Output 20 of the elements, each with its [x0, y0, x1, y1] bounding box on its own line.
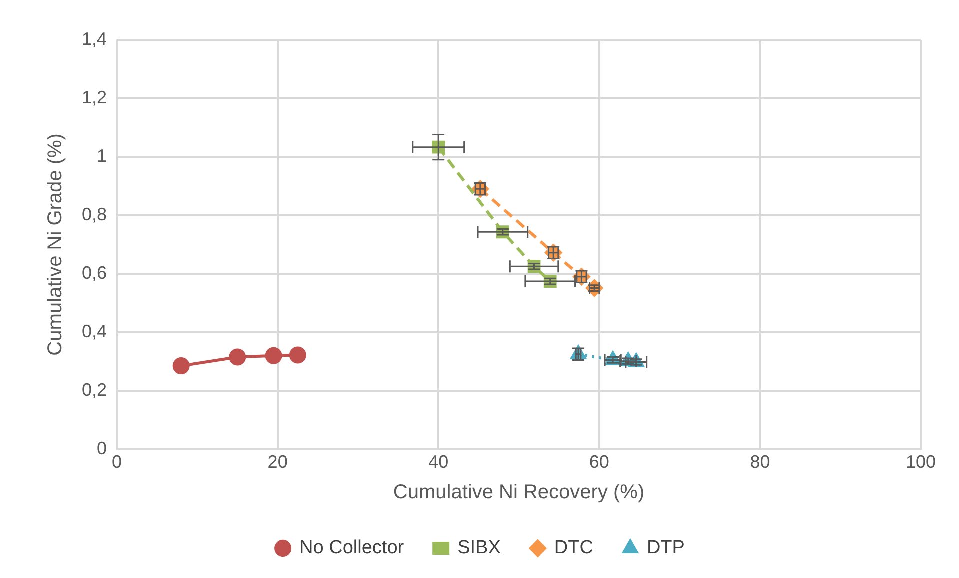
y-tick-label: 0 — [97, 438, 108, 458]
x-tick-label: 60 — [589, 452, 610, 472]
x-tick-label: 100 — [906, 452, 936, 472]
y-tick-label: 0,8 — [82, 204, 108, 224]
y-tick-label: 1 — [97, 146, 108, 166]
x-tick-label: 80 — [750, 452, 770, 472]
legend-label: DTC — [554, 538, 594, 559]
legend-label: SIBX — [458, 538, 502, 559]
legend-label: No Collector — [300, 538, 405, 559]
y-tick-label: 0,4 — [82, 321, 108, 342]
y-tick-label: 1,4 — [82, 28, 108, 49]
y-tick-label: 0,6 — [82, 262, 108, 283]
y-axis-title: Cumulative Ni Grade (%) — [44, 134, 67, 356]
x-tick-label: 40 — [428, 452, 449, 472]
legend-label: DTP — [646, 538, 685, 559]
x-axis-title: Cumulative Ni Recovery (%) — [393, 482, 645, 504]
x-tick-label: 0 — [112, 452, 122, 472]
y-tick-label: 1,2 — [82, 87, 108, 108]
y-tick-label: 0,2 — [82, 380, 108, 400]
x-tick-label: 20 — [268, 452, 288, 472]
